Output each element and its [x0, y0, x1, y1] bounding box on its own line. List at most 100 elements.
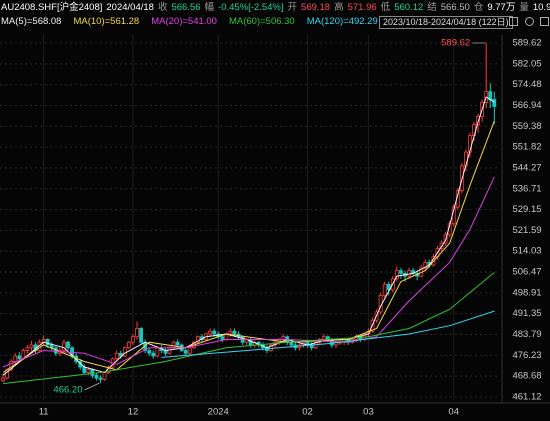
y-tick-label: 514.03	[512, 246, 541, 257]
header-item: 571.96	[347, 2, 377, 13]
ma-line	[2, 176, 495, 368]
legend-item: MA(20)=541.00	[151, 16, 217, 27]
y-tick-label: 476.23	[512, 350, 541, 361]
y-tick-label: 521.59	[512, 225, 541, 236]
y-tick-label: 491.35	[512, 308, 541, 319]
y-tick-label: 559.38	[512, 121, 541, 132]
y-tick-label: 551.82	[512, 142, 541, 153]
y-tick-label: 589.62	[512, 38, 541, 49]
candle-body	[407, 270, 411, 277]
x-tick-label: 2024	[208, 407, 229, 418]
candle-body	[228, 330, 233, 335]
x-tick-label: 11	[39, 407, 49, 418]
y-tick-label: 468.68	[512, 371, 541, 382]
header-item: -0.45%[-2.54%]	[218, 2, 284, 13]
candle-body	[17, 355, 22, 360]
y-tick-label: 574.48	[512, 79, 541, 90]
candle-body	[394, 270, 399, 280]
y-tick-label: 483.79	[512, 329, 541, 340]
candle-body	[269, 344, 273, 351]
quote-header: AU2408.SHF[沪金2408] 2024/04/18 收 566.56 幅 -0.4…	[1, 0, 550, 15]
ma-legend: MA(5)=568.08 MA(10)=561.28 MA(20)=541.00 MA…	[1, 14, 378, 30]
candle-body	[118, 352, 123, 357]
candle-body	[183, 350, 188, 354]
y-tick-label: 498.91	[512, 287, 541, 298]
header-item: AU2408.SHF[沪金2408]	[1, 2, 103, 13]
candle-body	[94, 374, 99, 379]
candle-body	[386, 283, 391, 291]
header-item: 低	[380, 2, 391, 13]
candle-body	[114, 352, 119, 360]
expand-icon[interactable]	[540, 17, 549, 26]
candle-body	[147, 350, 152, 354]
x-tick-label: 12	[128, 407, 139, 418]
header-item: 9.77万	[487, 2, 516, 13]
candle-body	[98, 377, 103, 380]
annotation-leader	[84, 382, 100, 391]
candle-body	[139, 328, 143, 343]
candle-body	[208, 330, 213, 335]
candle-body	[45, 339, 50, 346]
candle-body	[151, 352, 156, 357]
candle-body	[382, 283, 387, 296]
header-item: 收	[157, 2, 168, 13]
y-tick-label: 461.12	[512, 392, 541, 403]
y-tick-label: 529.15	[512, 204, 541, 215]
y-tick-label: 506.47	[512, 267, 541, 278]
candle-body	[212, 330, 217, 335]
candle-body	[399, 270, 403, 274]
settings-icon[interactable]	[509, 17, 518, 26]
candle-body	[187, 347, 192, 354]
legend-item: MA(5)=568.08	[1, 16, 62, 27]
candle-body	[29, 344, 34, 349]
header-item: 10.98万	[532, 2, 550, 13]
x-tick-label: 02	[302, 407, 313, 418]
candle-body	[131, 336, 135, 343]
date-range[interactable]: 2023/10/18-2024/04/18 (122日)	[379, 16, 513, 29]
annotation-label: 466.20	[53, 385, 82, 396]
candle-body	[289, 341, 294, 346]
ma-line	[161, 310, 495, 358]
candle-body	[62, 341, 66, 351]
candle-body	[90, 369, 95, 376]
candle-body	[220, 336, 225, 340]
candle-body	[135, 328, 139, 338]
header-item: 仓	[473, 2, 484, 13]
header-item: 开	[287, 2, 298, 13]
candle-body	[232, 330, 237, 335]
info-icon[interactable]	[525, 17, 534, 26]
candle-body	[423, 261, 428, 269]
header-item: 566.56	[171, 2, 201, 13]
candle-body	[171, 341, 176, 349]
candle-body	[102, 372, 107, 380]
y-tick-label: 544.27	[512, 162, 541, 173]
candle-body	[127, 341, 131, 349]
header-item: 幅	[204, 2, 215, 13]
header-item: 量	[519, 2, 529, 13]
candle-body	[175, 341, 180, 346]
candle-body	[492, 98, 497, 107]
candle-body	[155, 347, 160, 357]
legend-item: MA(10)=561.28	[73, 16, 140, 27]
y-tick-label: 582.05	[512, 58, 541, 69]
header-item: 结	[427, 2, 437, 13]
candle-body	[13, 355, 18, 362]
annotation-label: 589.62	[441, 38, 470, 49]
header-item: 560.12	[394, 2, 424, 13]
candle-body	[196, 336, 200, 343]
legend-item: MA(60)=506.30	[228, 16, 295, 27]
candle-body	[86, 369, 91, 373]
candle-body	[66, 341, 70, 349]
ma-line	[2, 96, 495, 376]
y-tick-label: 566.94	[512, 100, 541, 111]
candle-body	[1, 377, 5, 382]
candle-body	[25, 347, 30, 351]
candle-body	[49, 344, 54, 349]
candle-body	[82, 366, 87, 373]
legend-item: MA(120)=492.29	[306, 16, 378, 27]
header-item: 566.50	[440, 2, 470, 13]
candle-body	[321, 336, 326, 340]
x-tick-label: 03	[363, 407, 374, 418]
